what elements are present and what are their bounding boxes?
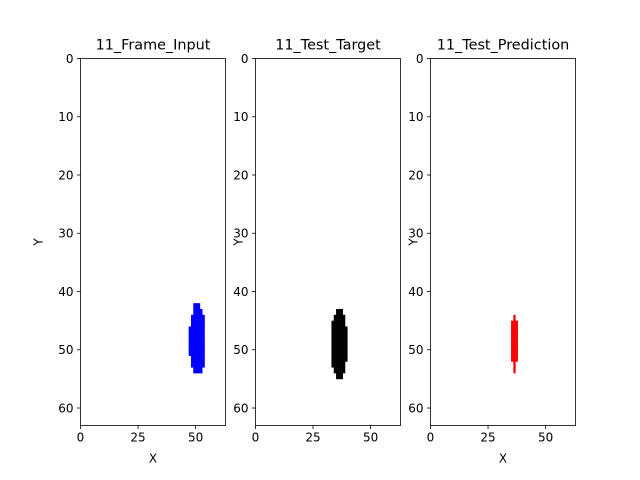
x-axis-label: X: [149, 452, 157, 466]
x-tick-label: 25: [130, 431, 145, 445]
data-cells: [331, 308, 348, 380]
y-tick-label: 50: [58, 343, 73, 357]
y-tick-label: 60: [58, 401, 73, 415]
axes-frame: [80, 58, 226, 426]
y-tick-label: 40: [58, 285, 73, 299]
cell-row: [188, 343, 205, 351]
cell-row: [336, 373, 343, 380]
x-axis-label: X: [499, 452, 507, 466]
y-tick-label: 0: [66, 52, 74, 66]
y-axis-label: Y: [232, 238, 246, 247]
cell-row: [511, 326, 518, 333]
cell-row: [188, 326, 205, 333]
cell-row: [193, 308, 203, 316]
y-tick-label: 30: [58, 227, 73, 241]
y-tick-label: 20: [58, 168, 73, 182]
y-tick-label: 30: [233, 227, 248, 241]
cell-row: [511, 332, 518, 339]
cell-row: [331, 326, 348, 333]
cell-row: [511, 320, 518, 327]
y-tick-label: 10: [408, 110, 423, 124]
x-tick-label: 50: [538, 431, 553, 445]
y-axis-label: Y: [32, 238, 46, 247]
cell-row: [513, 367, 516, 374]
subplot-3: 0 25 50 0 10 20 30 40 50 60 11_Test_Prediction X Y: [407, 38, 576, 466]
data-cells: [511, 314, 518, 374]
subplot-1: 0 25 50 0 10 20 30 40 50 60 11_Frame_Input X Y: [32, 38, 226, 466]
y-tick-label: 10: [58, 110, 73, 124]
subplot-2: 0 25 50 0 10 20 30 40 50 60 11_Test_Target Y: [232, 38, 401, 445]
cell-row: [511, 343, 518, 351]
x-tick-label: 50: [363, 431, 378, 445]
axes-frame: [430, 58, 576, 426]
cell-row: [193, 367, 203, 374]
y-tick-label: 60: [408, 401, 423, 415]
subplot-title: 11_Frame_Input: [96, 38, 211, 54]
cell-row: [190, 361, 205, 368]
y-axis-label: Y: [407, 238, 421, 247]
cell-row: [331, 361, 346, 368]
x-tick-label: 25: [480, 431, 495, 445]
data-cells: [188, 303, 205, 374]
x-tick-label: 0: [77, 431, 85, 445]
cell-row: [511, 349, 518, 356]
y-tick-label: 10: [233, 110, 248, 124]
cell-row: [190, 320, 205, 327]
cell-row: [336, 308, 343, 316]
y-tick-label: 50: [408, 343, 423, 357]
x-tick-label: 25: [305, 431, 320, 445]
cell-row: [513, 314, 516, 321]
y-tick-label: 50: [233, 343, 248, 357]
y-tick-label: 30: [408, 227, 423, 241]
cell-row: [331, 320, 346, 327]
y-tick-label: 20: [408, 168, 423, 182]
cell-row: [333, 367, 346, 374]
cell-row: [511, 355, 518, 362]
x-tick-label: 0: [252, 431, 260, 445]
y-tick-label: 40: [408, 285, 423, 299]
cell-row: [190, 355, 205, 362]
cell-row: [333, 314, 346, 321]
cell-row: [513, 361, 516, 368]
y-tick-label: 40: [233, 285, 248, 299]
cell-row: [331, 338, 348, 345]
cell-row: [193, 303, 201, 310]
y-tick-label: 0: [241, 52, 249, 66]
cell-row: [331, 343, 348, 351]
subplot-title: 11_Test_Prediction: [437, 38, 570, 54]
axes-frame: [255, 58, 401, 426]
cell-row: [188, 349, 205, 356]
cell-row: [188, 332, 205, 339]
x-tick-label: 50: [188, 431, 203, 445]
subplot-title: 11_Test_Target: [275, 38, 381, 54]
cell-row: [511, 338, 518, 345]
cell-row: [188, 338, 205, 345]
cell-row: [331, 355, 348, 362]
x-tick-label: 0: [427, 431, 435, 445]
y-tick-label: 60: [233, 401, 248, 415]
y-tick-label: 0: [416, 52, 424, 66]
cell-row: [190, 314, 205, 321]
cell-row: [331, 332, 348, 339]
cell-row: [331, 349, 348, 356]
y-tick-label: 20: [233, 168, 248, 182]
